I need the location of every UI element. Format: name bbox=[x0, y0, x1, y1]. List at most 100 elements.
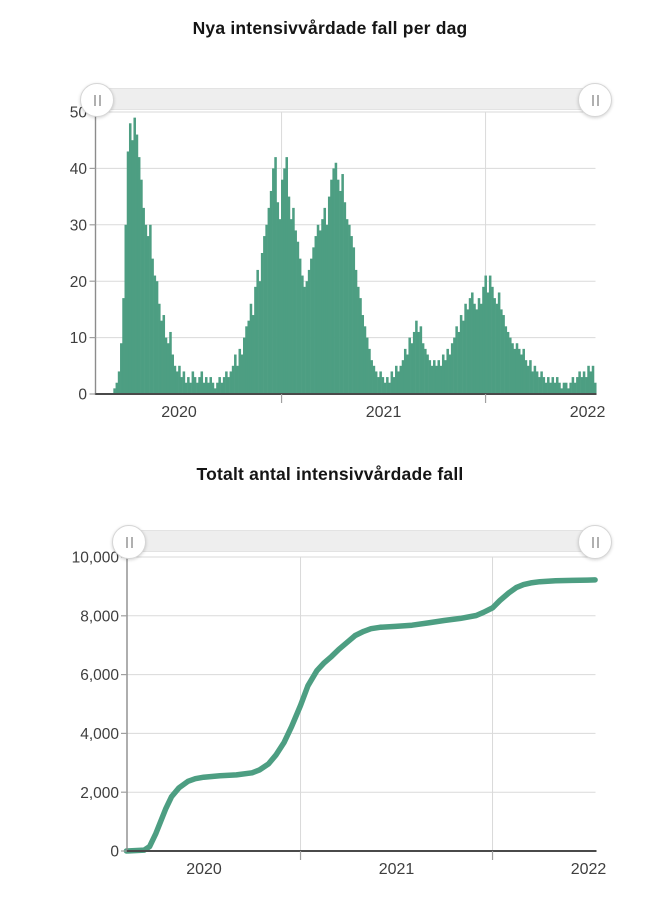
bar bbox=[415, 320, 418, 394]
bar bbox=[457, 331, 461, 394]
bar bbox=[193, 377, 197, 394]
bar bbox=[187, 377, 190, 394]
bar bbox=[131, 140, 134, 394]
bar bbox=[357, 286, 360, 394]
bar bbox=[544, 382, 548, 394]
bar bbox=[383, 382, 387, 394]
bar bbox=[381, 377, 385, 394]
bar bbox=[535, 371, 539, 394]
bar bbox=[220, 382, 224, 394]
bar bbox=[231, 365, 235, 394]
bar bbox=[408, 337, 411, 394]
bar bbox=[484, 275, 487, 394]
bar bbox=[204, 377, 208, 394]
y-tick-label: 4,000 bbox=[80, 726, 119, 743]
bar bbox=[249, 303, 253, 394]
chart-1-slider-track[interactable] bbox=[95, 88, 595, 110]
bar bbox=[368, 348, 371, 394]
bar bbox=[164, 337, 168, 394]
bar bbox=[365, 337, 369, 394]
bar bbox=[171, 354, 174, 394]
bar bbox=[158, 303, 161, 394]
bar bbox=[390, 371, 394, 394]
bar bbox=[560, 388, 563, 394]
bar bbox=[399, 365, 403, 394]
bar bbox=[587, 365, 590, 394]
bar bbox=[307, 269, 311, 394]
bar bbox=[135, 134, 139, 394]
cumulative-line bbox=[123, 577, 598, 854]
chart-1-slider-handle-left[interactable] bbox=[80, 83, 114, 117]
chart-2-slider-handle-left[interactable] bbox=[112, 525, 146, 559]
bar bbox=[316, 224, 320, 394]
bar bbox=[294, 230, 297, 394]
chart-1-slider-handle-right[interactable] bbox=[578, 83, 612, 117]
bar bbox=[473, 303, 476, 394]
bar bbox=[216, 382, 219, 394]
bar bbox=[180, 377, 183, 394]
bar bbox=[374, 371, 378, 394]
chart-2-slider-handle-right[interactable] bbox=[578, 525, 612, 559]
y-tick-label: 20 bbox=[70, 274, 88, 291]
bar bbox=[146, 236, 150, 394]
bar bbox=[497, 292, 501, 394]
y-tick-label: 10 bbox=[70, 330, 88, 347]
bar bbox=[128, 123, 132, 394]
bar bbox=[558, 382, 561, 394]
bar bbox=[234, 354, 237, 394]
bar bbox=[585, 377, 588, 394]
bar bbox=[551, 377, 555, 394]
bar bbox=[260, 253, 264, 394]
bar bbox=[591, 365, 595, 394]
bar bbox=[540, 371, 543, 394]
x-year-label: 2020 bbox=[161, 404, 197, 421]
bar bbox=[173, 365, 177, 394]
bar bbox=[144, 224, 148, 394]
bar bbox=[437, 360, 441, 394]
bar bbox=[567, 388, 570, 394]
bar bbox=[573, 382, 577, 394]
drag-grip-icon bbox=[591, 536, 599, 548]
bar bbox=[325, 224, 329, 394]
bar bbox=[468, 298, 472, 394]
bar bbox=[450, 343, 454, 394]
bar bbox=[513, 348, 517, 394]
x-year-label: 2022 bbox=[571, 861, 607, 878]
bar bbox=[401, 360, 405, 394]
bar bbox=[392, 377, 396, 394]
bar bbox=[251, 315, 255, 394]
bar bbox=[265, 224, 268, 394]
bar bbox=[240, 354, 244, 394]
x-year-label: 2020 bbox=[186, 861, 222, 878]
bar bbox=[236, 365, 239, 394]
bar bbox=[298, 258, 302, 394]
bar bbox=[330, 179, 333, 394]
bar bbox=[175, 371, 179, 394]
bar bbox=[339, 190, 342, 394]
bar bbox=[247, 320, 251, 394]
bar bbox=[428, 360, 432, 394]
bar bbox=[198, 377, 201, 394]
chart-2-slider-track[interactable] bbox=[127, 530, 595, 552]
bar bbox=[529, 360, 532, 394]
bar bbox=[511, 343, 514, 394]
bar bbox=[155, 281, 159, 394]
bar bbox=[314, 236, 318, 394]
x-year-label: 2021 bbox=[366, 404, 402, 421]
bar bbox=[122, 298, 125, 394]
x-year-label: 2021 bbox=[379, 861, 415, 878]
bar bbox=[225, 371, 228, 394]
bar bbox=[488, 275, 492, 394]
bar bbox=[464, 303, 467, 394]
bar bbox=[191, 371, 195, 394]
bar bbox=[424, 348, 427, 394]
bar bbox=[254, 286, 257, 394]
x-year-label: 2022 bbox=[570, 404, 606, 421]
bar bbox=[370, 360, 373, 394]
bar bbox=[292, 207, 295, 394]
bar bbox=[509, 337, 512, 394]
bar bbox=[348, 224, 351, 394]
bar bbox=[222, 377, 226, 394]
bar bbox=[115, 382, 119, 394]
